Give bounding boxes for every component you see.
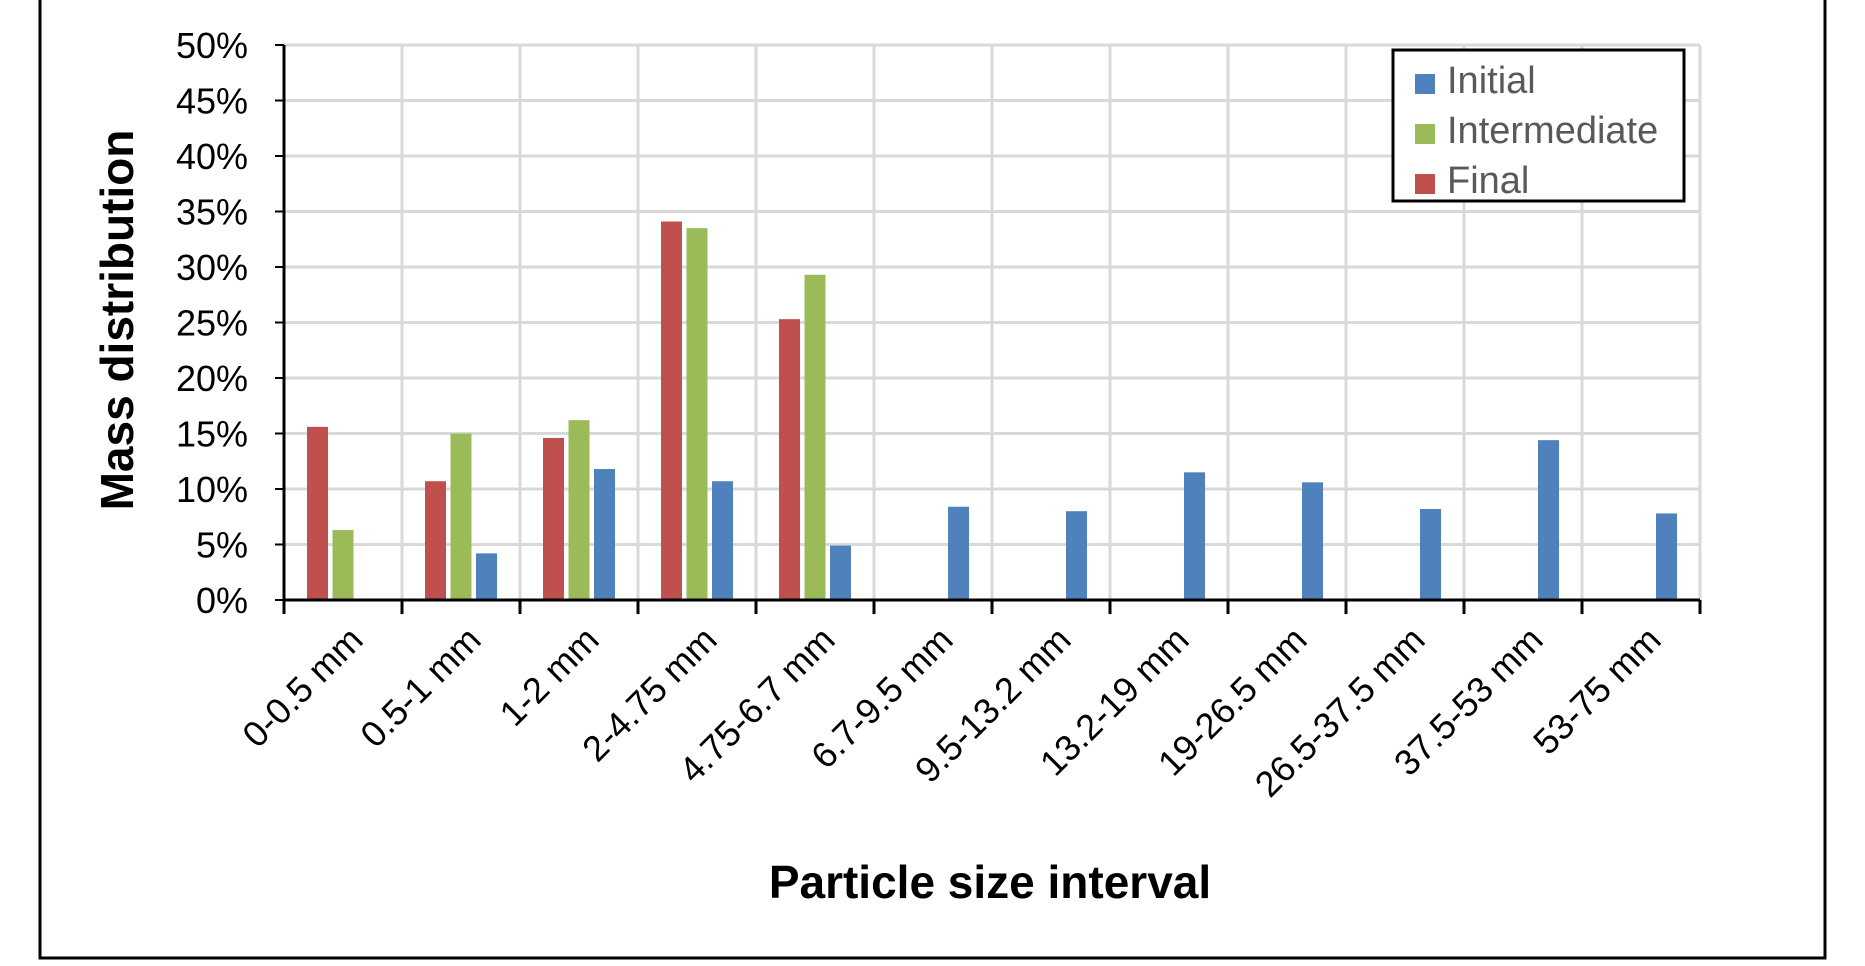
legend-swatch-final: [1415, 174, 1435, 194]
legend-label-initial: Initial: [1447, 60, 1536, 102]
y-tick-label: 35%: [176, 192, 248, 233]
legend-swatch-initial: [1415, 74, 1435, 94]
legend-box: [1391, 48, 1686, 203]
y-tick-label: 5%: [196, 525, 248, 566]
y-tick-label: 30%: [176, 247, 248, 288]
bar-initial-8: [1302, 482, 1323, 600]
bar-initial-4: [830, 545, 851, 600]
bar-intermediate-3: [686, 228, 708, 600]
y-tick-label: 0%: [196, 580, 248, 621]
bar-intermediate-4: [804, 274, 826, 600]
y-tick-label: 25%: [176, 303, 248, 344]
y-tick-label: 15%: [176, 414, 248, 455]
legend-swatch-intermediate: [1415, 124, 1435, 144]
axes: [275, 44, 1702, 614]
bar-intermediate-1: [450, 433, 472, 600]
bar-initial-11: [1656, 513, 1677, 600]
bar-final-1: [425, 481, 446, 600]
bar-initial-3: [712, 481, 733, 600]
y-tick-label: 45%: [176, 81, 248, 122]
bar-intermediate-2: [568, 420, 590, 600]
y-tick-labels: 0% 5% 10% 15% 20% 25% 30% 35% 40% 45% 50%: [176, 25, 248, 621]
y-tick-label: 20%: [176, 358, 248, 399]
legend-label-final: Final: [1447, 160, 1529, 202]
gridlines: [284, 43, 1702, 600]
y-tick-label: 40%: [176, 136, 248, 177]
legend: Initial Intermediate Final: [1391, 48, 1686, 203]
bar-final-4: [779, 319, 800, 600]
bar-initial-10: [1538, 440, 1559, 600]
y-tick-label: 50%: [176, 25, 248, 66]
x-axis-title: Particle size interval: [769, 856, 1211, 908]
y-tick-label: 10%: [176, 469, 248, 510]
bar-final-0: [307, 426, 328, 600]
bar-final-3: [661, 221, 682, 601]
legend-label-intermediate: Intermediate: [1447, 110, 1658, 152]
bar-intermediate-0: [332, 530, 354, 600]
bar-initial-6: [1066, 511, 1087, 600]
y-axis-title: Mass distribution: [91, 130, 143, 511]
bar-initial-5: [948, 506, 969, 600]
bar-initial-2: [594, 469, 615, 600]
bar-initial-7: [1184, 472, 1205, 600]
bars: [307, 221, 1677, 601]
bar-initial-1: [476, 553, 497, 600]
bar-initial-9: [1420, 508, 1441, 600]
bar-final-2: [543, 437, 564, 600]
